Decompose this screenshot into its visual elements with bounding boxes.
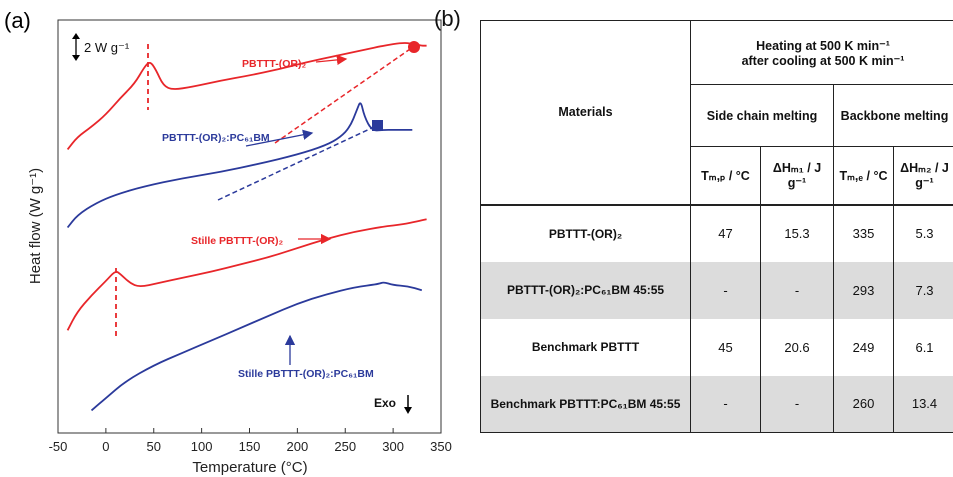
- row-tmp: -: [690, 375, 761, 433]
- row-tmp: 47: [690, 204, 761, 262]
- row-dh1: 15.3: [760, 204, 834, 262]
- series-line-1: [66, 42, 427, 150]
- x-tick-label: 150: [239, 439, 261, 454]
- row-material: Benchmark PBTTT: [480, 318, 691, 376]
- scale-bar: 2 W g⁻¹: [72, 33, 130, 61]
- row-material: Benchmark PBTTT:PC₆₁BM 45:55: [480, 375, 691, 433]
- row-material: PBTTT-(OR)₂: [480, 204, 691, 262]
- backbone-header: Backbone melting: [832, 84, 953, 147]
- annotation-pbttt-or2-pcbm: PBTTT-(OR)₂:PC₆₁BM: [162, 132, 270, 144]
- annotation-stille-pbttt-or2: Stille PBTTT-(OR)₂: [191, 235, 283, 247]
- y-axis-title: Heat flow (W g⁻¹): [27, 168, 44, 284]
- row-dh1: -: [760, 375, 834, 433]
- series-line-2: [66, 102, 413, 229]
- row-tme: 260: [833, 375, 894, 433]
- dsc-chart: (a) -50 0 50 100 150 200 250 300 350 2 W g⁻¹ PBT…: [4, 8, 452, 476]
- row-tme: 335: [833, 204, 894, 262]
- x-tick-label: 100: [191, 439, 213, 454]
- row-material: PBTTT-(OR)₂:PC₆₁BM 45:55: [480, 261, 691, 319]
- group-header-line2: after cooling at 500 K min⁻¹: [741, 53, 905, 68]
- endpoint-circle-red: [408, 41, 420, 53]
- x-tick-label: 50: [147, 439, 161, 454]
- x-axis: -50 0 50 100 150 200 250 300 350: [49, 428, 452, 454]
- series-line-4: [90, 281, 423, 412]
- col-dhm2-header: ΔHₘ₂ / J g⁻¹: [892, 146, 953, 206]
- group-header: Heating at 500 K min⁻¹ after cooling at …: [689, 20, 953, 85]
- series-layer: [66, 42, 427, 412]
- group-header-line1: Heating at 500 K min⁻¹: [756, 38, 890, 53]
- x-tick-label: -50: [49, 439, 68, 454]
- properties-table: Materials Heating at 500 K min⁻¹ after c…: [480, 20, 953, 433]
- table-row: Benchmark PBTTT 45 20.6 249 6.1: [480, 318, 953, 376]
- row-dh1: -: [760, 261, 834, 319]
- col-tme-header: Tₘ,ₑ / °C: [833, 146, 894, 206]
- panel-a-label: (a): [4, 8, 31, 33]
- x-tick-label: 250: [334, 439, 356, 454]
- annotation-stille-pbttt-or2-pcbm: Stille PBTTT-(OR)₂:PC₆₁BM: [238, 368, 374, 380]
- panel-b-label: (b): [434, 6, 461, 31]
- endpoint-square-blue: [372, 120, 383, 131]
- row-dh2: 6.1: [892, 318, 953, 376]
- series-line-3: [66, 218, 427, 331]
- row-dh2: 7.3: [892, 261, 953, 319]
- exo-label: Exo: [374, 396, 396, 410]
- x-tick-label: 300: [382, 439, 404, 454]
- row-tme: 249: [833, 318, 894, 376]
- col-dhm1-header: ΔHₘ₁ / J g⁻¹: [760, 146, 834, 206]
- row-tmp: -: [690, 261, 761, 319]
- col-tmp-header: Tₘ,ₚ / °C: [690, 146, 761, 206]
- x-tick-label: 200: [287, 439, 309, 454]
- scale-bar-label: 2 W g⁻¹: [84, 40, 130, 55]
- row-tmp: 45: [690, 318, 761, 376]
- x-axis-title: Temperature (°C): [192, 459, 307, 476]
- table-row: PBTTT-(OR)₂ 47 15.3 335 5.3: [480, 204, 953, 262]
- materials-header: Materials: [480, 20, 691, 206]
- baseline-blue: [217, 125, 377, 201]
- row-dh1: 20.6: [760, 318, 834, 376]
- baseline-red: [274, 46, 414, 144]
- x-tick-label: 0: [102, 439, 109, 454]
- annotation-pbttt-or2: PBTTT-(OR)₂: [242, 58, 306, 70]
- table-row: Benchmark PBTTT:PC₆₁BM 45:55 - - 260 13.…: [480, 375, 953, 433]
- row-dh2: 5.3: [892, 204, 953, 262]
- x-tick-label: 350: [430, 439, 452, 454]
- exo-arrow-icon: [404, 407, 412, 414]
- row-dh2: 13.4: [892, 375, 953, 433]
- table-row: PBTTT-(OR)₂:PC₆₁BM 45:55 - - 293 7.3: [480, 261, 953, 319]
- side-chain-header: Side chain melting: [690, 84, 834, 147]
- row-tme: 293: [833, 261, 894, 319]
